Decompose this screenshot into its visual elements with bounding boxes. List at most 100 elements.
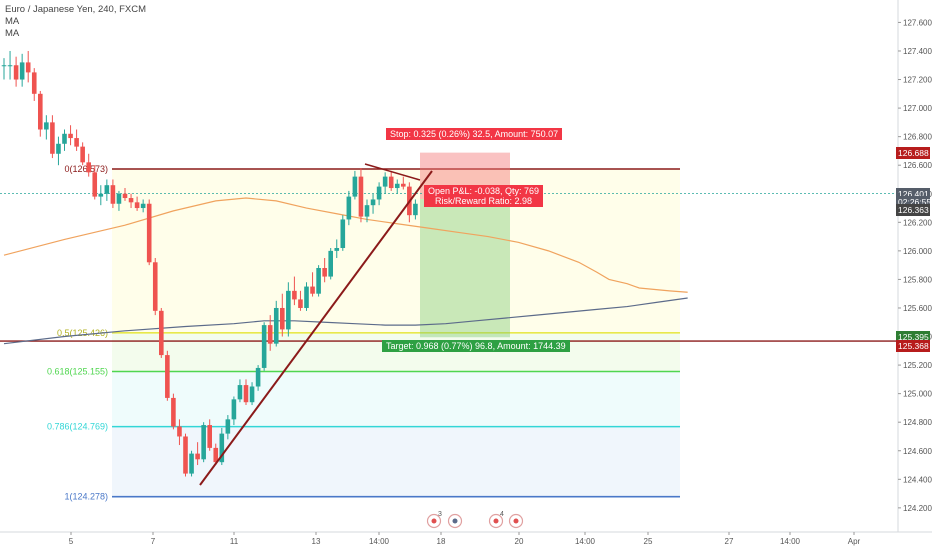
candle-body xyxy=(165,355,170,398)
event-badge-count: 4 xyxy=(500,511,504,518)
x-tick-label: 27 xyxy=(725,537,734,546)
candle-body xyxy=(50,122,55,154)
candle-body xyxy=(104,185,110,194)
candle-body xyxy=(316,267,321,294)
y-tick-label: 125.200 xyxy=(903,361,932,370)
candle-body xyxy=(189,453,194,474)
price-axis-bg xyxy=(898,0,932,550)
candle-body xyxy=(7,65,13,67)
x-tick-label: 18 xyxy=(437,537,446,546)
candle-body xyxy=(243,385,249,403)
candle-body xyxy=(382,176,388,187)
candle-body xyxy=(376,186,382,200)
y-tick-label: 124.400 xyxy=(903,475,932,484)
take-profit-label: Target: 0.968 (0.77%) 96.8, Amount: 1744… xyxy=(382,340,570,353)
price-axis-tag: 126.363 xyxy=(896,204,930,217)
x-tick-label: 5 xyxy=(69,537,74,546)
candle-body xyxy=(195,453,200,460)
candle-body xyxy=(225,419,231,434)
price-axis-tag: 125.368 xyxy=(896,339,930,352)
candle-body xyxy=(237,385,243,400)
candle-body xyxy=(1,65,7,67)
candle-body xyxy=(128,198,134,203)
fib-level-label: 0.786(124.769) xyxy=(47,422,108,432)
candle-body xyxy=(370,199,376,206)
open-pnl-label: Open P&L: -0.038, Qty: 769 Risk/Reward R… xyxy=(424,185,544,208)
stop-loss-label: Stop: 0.325 (0.26%) 32.5, Amount: 750.07 xyxy=(386,127,563,140)
x-tick-label: 7 xyxy=(151,537,156,546)
candle-body xyxy=(352,176,358,197)
fib-zone xyxy=(112,426,680,497)
candle-body xyxy=(110,185,116,204)
candle-body xyxy=(92,172,98,197)
candle-body xyxy=(25,62,31,73)
ma-slow-label[interactable]: MA xyxy=(5,28,20,39)
candle-body xyxy=(31,72,37,94)
candle-body xyxy=(310,286,315,294)
x-tick-label: 20 xyxy=(515,537,524,546)
candle-body xyxy=(292,290,297,300)
y-tick-label: 127.000 xyxy=(903,104,932,113)
candle-body xyxy=(177,426,182,437)
y-tick-label: 126.200 xyxy=(903,218,932,227)
open-pnl-text: Open P&L: -0.038, Qty: 769 xyxy=(428,186,540,197)
candle-body xyxy=(364,205,370,217)
candle-body xyxy=(159,310,164,356)
chart-legend: Euro / Japanese Yen, 240, FXCM MA MA xyxy=(5,4,146,40)
candle-body xyxy=(56,143,61,154)
candle-body xyxy=(298,299,303,308)
candle-body xyxy=(86,162,91,173)
candle-body xyxy=(394,183,400,189)
chart-title: Euro / Japanese Yen, 240, FXCM xyxy=(5,4,147,15)
fib-level-label: 0.618(125.155) xyxy=(47,367,108,377)
event-icon-dot xyxy=(513,518,519,524)
candle-body xyxy=(183,436,188,474)
y-tick-label: 126.000 xyxy=(903,247,932,256)
y-tick-label: 124.600 xyxy=(903,447,932,456)
candle-body xyxy=(328,250,333,277)
y-tick-label: 127.200 xyxy=(903,76,932,85)
candle-body xyxy=(74,138,79,147)
y-tick-label: 126.600 xyxy=(903,161,932,170)
candle-body xyxy=(171,397,176,427)
candle-body xyxy=(44,122,49,130)
candle-body xyxy=(358,176,364,217)
event-icon-dot xyxy=(493,518,499,524)
candle-body xyxy=(122,193,128,199)
fib-level-label: 0(126.573) xyxy=(64,164,108,174)
candle-body xyxy=(261,325,267,368)
candle-body xyxy=(231,399,237,420)
candle-body xyxy=(304,286,309,308)
y-tick-label: 125.600 xyxy=(903,304,932,313)
candle-body xyxy=(80,146,85,163)
ma-fast-label[interactable]: MA xyxy=(5,16,20,27)
event-badge-count: 3 xyxy=(438,511,442,518)
candle-body xyxy=(62,133,67,144)
x-tick-label: 11 xyxy=(230,537,239,546)
moving-average-line xyxy=(3,297,688,345)
candle-body xyxy=(213,447,219,463)
fib-level-label: 0.5(125.426) xyxy=(57,328,108,338)
trend-line xyxy=(364,163,421,181)
price-axis-tag: 126.688 xyxy=(896,146,930,159)
candle-body xyxy=(38,93,43,130)
y-tick-label: 127.400 xyxy=(903,47,932,56)
fib-level-label: 1(124.278) xyxy=(64,492,108,502)
candle-body xyxy=(152,262,158,311)
candle-body xyxy=(346,196,352,220)
candle-body xyxy=(280,307,285,330)
y-tick-label: 124.800 xyxy=(903,418,932,427)
x-tick-label: 13 xyxy=(312,537,321,546)
y-tick-label: 127.600 xyxy=(903,18,932,27)
risk-reward-text: Risk/Reward Ratio: 2.98 xyxy=(435,196,533,207)
candle-body xyxy=(98,193,104,197)
x-tick-label: 14:00 xyxy=(780,537,801,546)
candle-body xyxy=(219,433,225,463)
moving-average-line xyxy=(3,197,688,293)
trend-line xyxy=(199,170,433,486)
time-axis-bg xyxy=(0,532,932,550)
x-tick-label: 14:00 xyxy=(369,537,390,546)
candle-body xyxy=(207,425,212,448)
target-zone xyxy=(420,199,510,338)
